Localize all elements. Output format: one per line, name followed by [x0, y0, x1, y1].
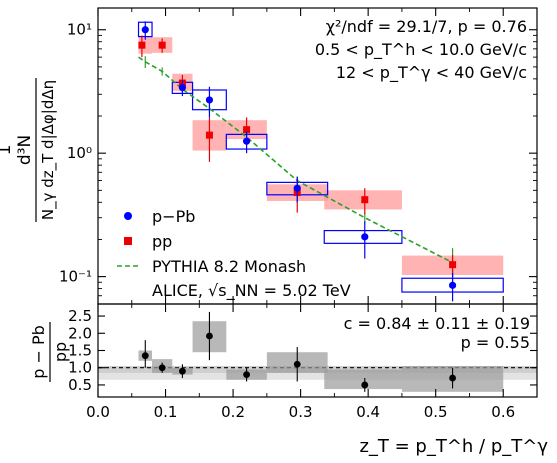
ratio-p-annotation: p = 0.55 [461, 333, 530, 352]
ratio-point-7 [449, 374, 456, 382]
ratio-data-points [141, 311, 456, 392]
ratio-point-3 [206, 332, 213, 340]
xtick-label-5: 0.5 [424, 403, 448, 421]
pp-point-1 [158, 41, 166, 49]
top-panel: 10⁻¹ 10⁰ 10¹ χ²/ndf = 29.1/7, p = 0.76 0.5… [0, 7, 538, 305]
ratio-ylabel-denominator: pp [51, 342, 70, 362]
top-ytick-label-1: 10⁰ [67, 144, 92, 162]
top-y-axis-label: d³N N_γ dz_T d|Δφ|dΔη [15, 78, 58, 222]
top-data-points [138, 21, 457, 302]
ratio-point-5 [293, 360, 301, 368]
bottom-ytick-label-3: 2.0 [68, 324, 92, 342]
pp-point-6 [361, 196, 369, 204]
top-y-axis-prefactor: 1 [0, 145, 15, 156]
ratio-point-1 [158, 364, 166, 372]
xtick-label-6: 0.6 [491, 403, 515, 421]
bottom-ytick-label-2: 1.5 [68, 342, 92, 360]
bottom-x-ticks: 0.0 0.1 0.2 0.3 0.4 0.5 0.6 [86, 304, 538, 421]
xtick-label-4: 0.4 [356, 403, 380, 421]
legend-label-pp: pp [152, 232, 172, 251]
pp-point-3 [205, 131, 213, 139]
ratio-point-2 [179, 367, 186, 375]
pth-range-annotation: 0.5 < p_T^h < 10.0 GeV/c [315, 40, 527, 60]
top-x-ticks [97, 8, 538, 304]
legend-label-ppb: p−Pb [152, 207, 195, 226]
top-ytick-label-2: 10¹ [67, 21, 92, 39]
ppb-point-4 [293, 184, 301, 192]
ratio-point-6 [361, 381, 369, 389]
pythia-line [138, 56, 453, 264]
ppb-point-6 [448, 281, 457, 289]
top-ylabel-denominator: N_γ dz_T d|Δφ|dΔη [39, 80, 58, 220]
ratio-ylabel-numerator: p − Pb [29, 325, 48, 379]
top-ylabel-one: 1 [0, 145, 15, 156]
top-ytick-label-0: 10⁻¹ [59, 268, 92, 286]
ppb-point-3 [242, 137, 251, 145]
pp-point-4 [243, 126, 251, 134]
ratio-point-4 [243, 371, 250, 379]
bottom-ytick-label-0: 0.5 [68, 376, 92, 394]
top-ylabel-numerator: d³N [15, 135, 35, 165]
legend-marker-pp [124, 237, 132, 245]
legend: p−Pb pp PYTHIA 8.2 Monash [117, 207, 306, 276]
ratio-c-annotation: c = 0.84 ± 0.11 ± 0.19 [344, 314, 530, 333]
xtick-label-2: 0.2 [221, 403, 245, 421]
alice-label: ALICE, √s_NN = 5.02 TeV [152, 281, 351, 301]
legend-marker-ppb [124, 212, 132, 220]
bottom-panel: 0.51.01.52.02.5 0.0 0.1 0.2 0.3 0.4 0.5 0.6 c … [29, 303, 548, 457]
bottom-ytick-label-1: 1.0 [68, 359, 92, 377]
ppb-point-1 [178, 83, 187, 92]
pp-point-0 [138, 41, 146, 49]
chi2-annotation: χ²/ndf = 29.1/7, p = 0.76 [326, 17, 527, 36]
bottom-ytick-label-4: 2.5 [68, 307, 92, 325]
bottom-y-ticks: 0.51.01.52.02.5 [68, 307, 537, 394]
pp-point-7 [449, 261, 457, 269]
bottom-y-axis-label: p − Pb pp [29, 322, 70, 382]
ratio-point-0 [141, 352, 149, 360]
xtick-label-1: 0.1 [154, 403, 178, 421]
ppb-point-2 [205, 96, 214, 104]
xtick-label-0: 0.0 [86, 403, 110, 421]
ppb-point-5 [361, 233, 369, 241]
ppb-point-0 [141, 26, 149, 34]
legend-label-pythia: PYTHIA 8.2 Monash [152, 257, 306, 276]
ptgamma-range-annotation: 12 < p_T^γ < 40 GeV/c [336, 63, 527, 83]
xtick-label-3: 0.3 [289, 403, 313, 421]
x-axis-label: z_T = p_T^h / p_T^γ [359, 436, 548, 457]
ratio-sys-box-6 [324, 369, 402, 390]
